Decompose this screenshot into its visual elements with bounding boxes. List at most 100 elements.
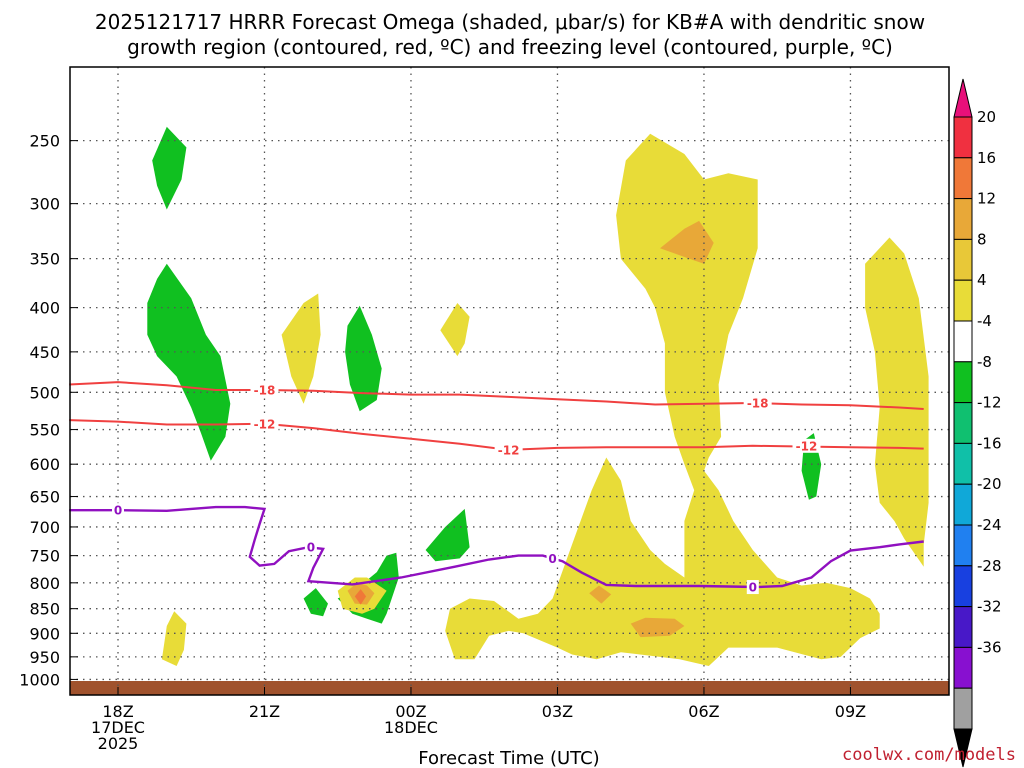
omega-region-4-9 xyxy=(440,303,470,357)
plot-frame xyxy=(69,66,950,696)
contour-label-bg-8 xyxy=(746,580,759,595)
x-tick-label-0-1: 17DEC xyxy=(91,718,145,737)
x-tick-label-2-1: 18DEC xyxy=(384,718,438,737)
y-tick-label-450: 450 xyxy=(29,343,60,362)
colorbar-bin-5 xyxy=(953,320,973,363)
colorbar-label-2: 12 xyxy=(977,190,996,208)
terrain-ground xyxy=(70,681,949,695)
contour-label-3: -12 xyxy=(498,443,520,457)
y-tick-label-850: 850 xyxy=(29,600,60,619)
credit-text: coolwx.com/models xyxy=(842,745,1016,765)
y-tick-label-700: 700 xyxy=(29,518,60,537)
y-tick-label-300: 300 xyxy=(29,195,60,214)
y-tick-label-1000: 1000 xyxy=(19,670,60,689)
colorbar-bin-14 xyxy=(953,687,973,730)
title-line-1: 2025121717 HRRR Forecast Omega (shaded, … xyxy=(95,10,925,34)
colorbar-label-5: -4 xyxy=(977,312,992,330)
colorbar-top-arrow xyxy=(953,78,973,118)
colorbar-label-6: -8 xyxy=(977,353,992,371)
colorbar-bin-13 xyxy=(953,646,973,689)
colorbar-label-10: -24 xyxy=(977,516,1002,534)
contour-label-bg-0 xyxy=(250,382,279,397)
omega-region-4-7 xyxy=(161,611,187,666)
contour-label-bg-5 xyxy=(112,503,124,518)
colorbar-label-4: 4 xyxy=(977,271,987,289)
dgz-contour--18 xyxy=(69,381,924,410)
colorbar-bin-4 xyxy=(953,279,973,322)
x-tick-label-1-0: 21Z xyxy=(249,702,280,721)
omega-region-4-12 xyxy=(865,237,929,567)
colorbar-bin-3 xyxy=(953,238,973,281)
colorbar-label-13: -36 xyxy=(977,638,1002,656)
omega-region--4-1 xyxy=(147,263,231,461)
colorbar-label-9: -20 xyxy=(977,475,1002,493)
omega-region--4-2 xyxy=(345,305,382,412)
colorbar-bin-12 xyxy=(953,606,973,648)
colorbar-label-11: -28 xyxy=(977,557,1002,575)
contour-label-4: -12 xyxy=(796,439,818,453)
colorbar-label-8: -16 xyxy=(977,434,1002,452)
y-tick-label-250: 250 xyxy=(29,132,60,151)
omega-region-8-16 xyxy=(630,617,685,638)
omega-region-4-8 xyxy=(281,293,321,404)
colorbar-label-3: 8 xyxy=(977,230,987,248)
colorbar-bin-1 xyxy=(953,157,973,200)
contour-label-bg-4 xyxy=(792,438,821,453)
colorbar-bin-0 xyxy=(953,116,973,159)
freezing-level-contour xyxy=(69,505,924,589)
omega-region--4-4 xyxy=(303,588,328,617)
title-line-2: growth region (contoured, red, ºC) and f… xyxy=(127,35,893,59)
colorbar-bin-8 xyxy=(953,442,973,485)
contour-label-bg-3 xyxy=(494,442,523,457)
colorbar-label-12: -32 xyxy=(977,598,1002,616)
omega-region-12-17 xyxy=(354,589,367,605)
colorbar-label-1: 16 xyxy=(977,149,996,167)
contour-label-bg-7 xyxy=(546,551,559,566)
omega-region-8-15 xyxy=(589,585,612,604)
colorbar-bin-7 xyxy=(953,402,973,444)
y-tick-label-550: 550 xyxy=(29,421,60,440)
contour-labels: -18 -12 -18 -12 -12 0 0 0 0 xyxy=(112,382,821,595)
colorbar-label-7: -12 xyxy=(977,394,1002,412)
contour-label-0: -18 xyxy=(254,383,276,397)
x-tick-label-0-2: 2025 xyxy=(98,734,139,753)
omega-region--4-5 xyxy=(425,508,470,562)
y-tick-label-800: 800 xyxy=(29,574,60,593)
terrain xyxy=(70,681,949,695)
contour-label-1: -12 xyxy=(254,417,276,431)
colorbar-bottom-arrow xyxy=(953,728,973,768)
gridlines xyxy=(70,67,949,695)
omega-region--4-0 xyxy=(152,126,187,210)
contour-label-bg-2 xyxy=(743,396,772,411)
y-tick-label-400: 400 xyxy=(29,299,60,318)
colorbar-bin-11 xyxy=(953,565,973,608)
x-tick-label-0-0: 18Z xyxy=(102,702,133,721)
y-axis: 250 300 350 400 450 500 550 600 650 700 750 800 850 9… xyxy=(19,132,78,689)
colorbar-label-0: 20 xyxy=(977,108,996,126)
x-axis-label: Forecast Time (UTC) xyxy=(418,748,599,768)
contour-label-2: -18 xyxy=(747,397,769,411)
contour-label-6: 0 xyxy=(307,541,315,555)
y-tick-label-950: 950 xyxy=(29,648,60,667)
contour-label-bg-6 xyxy=(304,540,317,555)
colorbar-bin-6 xyxy=(953,361,973,404)
omega-region-4-11 xyxy=(445,133,880,667)
y-tick-label-900: 900 xyxy=(29,624,60,643)
colorbar-bin-2 xyxy=(953,198,973,240)
colorbar-bin-10 xyxy=(953,524,973,567)
colorbar-bin-9 xyxy=(953,483,973,526)
contour-label-7: 0 xyxy=(548,552,556,566)
x-tick-label-5-0: 09Z xyxy=(835,702,866,721)
contour-label-8: 0 xyxy=(749,581,757,595)
x-tick-label-3-0: 03Z xyxy=(542,702,573,721)
contour-label-5: 0 xyxy=(114,504,122,518)
contour-label-bg-1 xyxy=(250,416,279,431)
y-tick-label-600: 600 xyxy=(29,455,60,474)
x-tick-label-4-0: 06Z xyxy=(688,702,719,721)
colorbar: 20 16 12 8 4 -4 -8 -12 -16 -20 -24 -28 -32 -36 xyxy=(953,78,1002,768)
y-tick-label-500: 500 xyxy=(29,383,60,402)
y-tick-label-750: 750 xyxy=(29,547,60,566)
y-tick-label-650: 650 xyxy=(29,488,60,507)
